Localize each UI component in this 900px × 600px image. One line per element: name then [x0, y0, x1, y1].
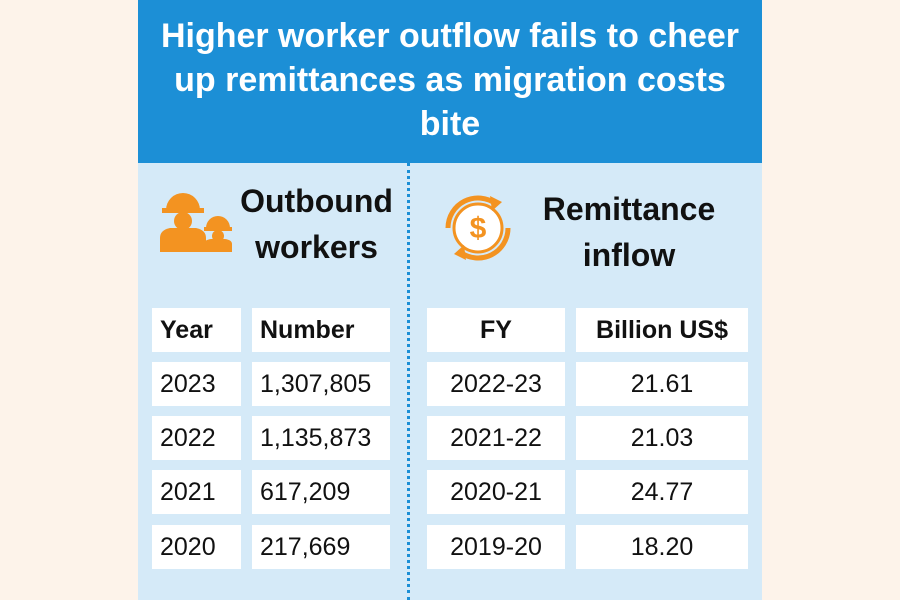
table-cell: 2021	[152, 470, 241, 514]
table-cell: 617,209	[252, 470, 390, 514]
table-cell: 21.03	[576, 416, 748, 460]
table-cell: 21.61	[576, 362, 748, 406]
divider	[407, 163, 410, 600]
table-cell: 2022	[152, 416, 241, 460]
title: Higher worker outflow fails to cheer up …	[160, 17, 740, 143]
header: Higher worker outflow fails to cheer up …	[138, 0, 762, 163]
svg-text:$: $	[470, 212, 487, 245]
table-cell: 18.20	[576, 525, 748, 569]
remittance-icon: $	[445, 195, 511, 261]
table-cell: 2021-22	[427, 416, 565, 460]
panel: Higher worker outflow fails to cheer up …	[138, 0, 762, 600]
table-cell: 2022-23	[427, 362, 565, 406]
column-header: Number	[252, 308, 390, 352]
column-header: Billion US$	[576, 308, 748, 352]
workers-icon	[160, 193, 232, 252]
table-cell: 1,307,805	[252, 362, 390, 406]
table-cell: 2019-20	[427, 525, 565, 569]
section-title: Remittance inflow	[542, 191, 716, 273]
table-cell: 2020	[152, 525, 241, 569]
table-cell: 24.77	[576, 470, 748, 514]
table-cell: 2023	[152, 362, 241, 406]
table-cell: 217,669	[252, 525, 390, 569]
table-cell: 2020-21	[427, 470, 565, 514]
section-title: Outbound workers	[240, 183, 393, 265]
table-cell: 1,135,873	[252, 416, 390, 460]
column-header: FY	[427, 308, 565, 352]
column-header: Year	[152, 308, 241, 352]
